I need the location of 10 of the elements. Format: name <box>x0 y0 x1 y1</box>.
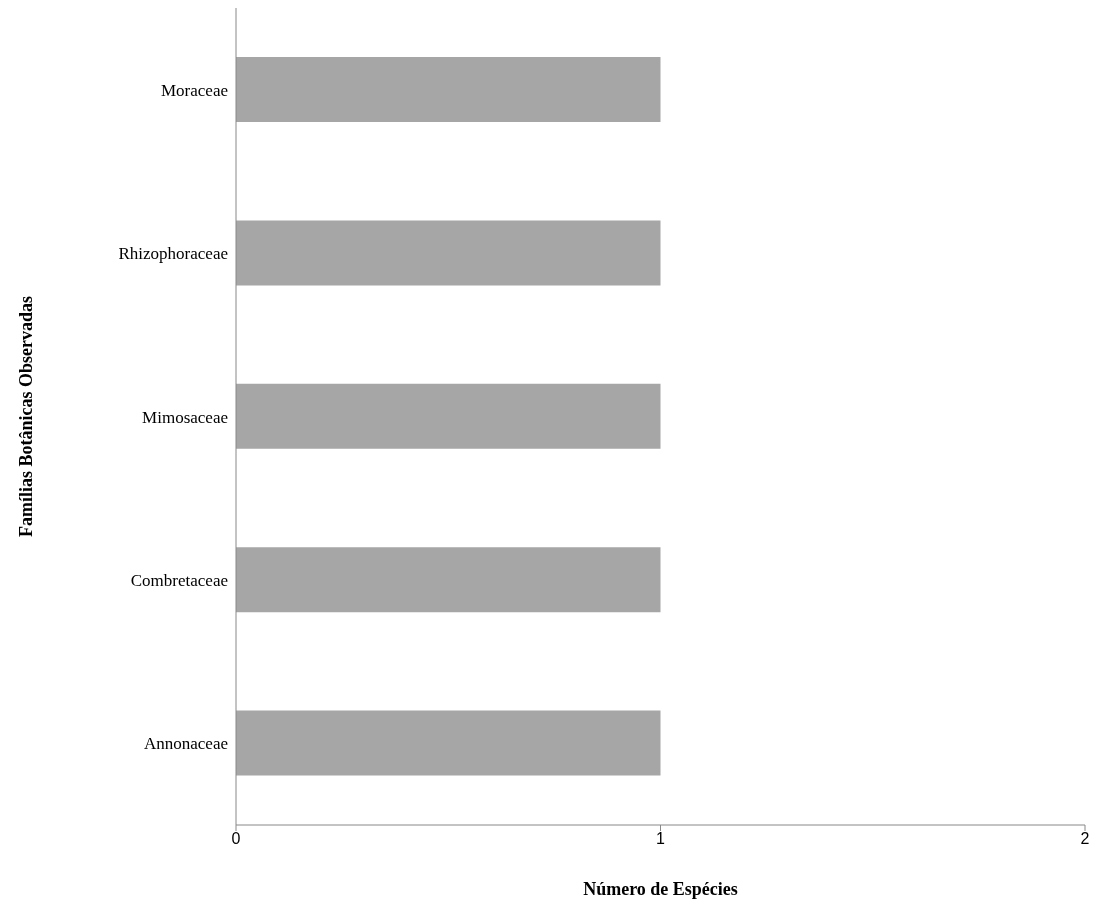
y-tick-label: Annonaceae <box>143 734 228 754</box>
y-tick-label: Moraceae <box>160 80 228 100</box>
y-tick-label: Combretaceae <box>130 570 228 590</box>
y-tick-label: Rhizophoraceae <box>118 244 228 264</box>
x-tick-label: 0 <box>231 830 241 848</box>
y-tick-label: Mimosaceae <box>142 407 228 427</box>
x-tick-label: 1 <box>656 830 666 848</box>
x-tick-label: 2 <box>1080 830 1090 848</box>
y-axis-title: Famílias Botânicas Observadas <box>16 295 37 538</box>
x-axis-title: Número de Espécies <box>583 879 738 899</box>
